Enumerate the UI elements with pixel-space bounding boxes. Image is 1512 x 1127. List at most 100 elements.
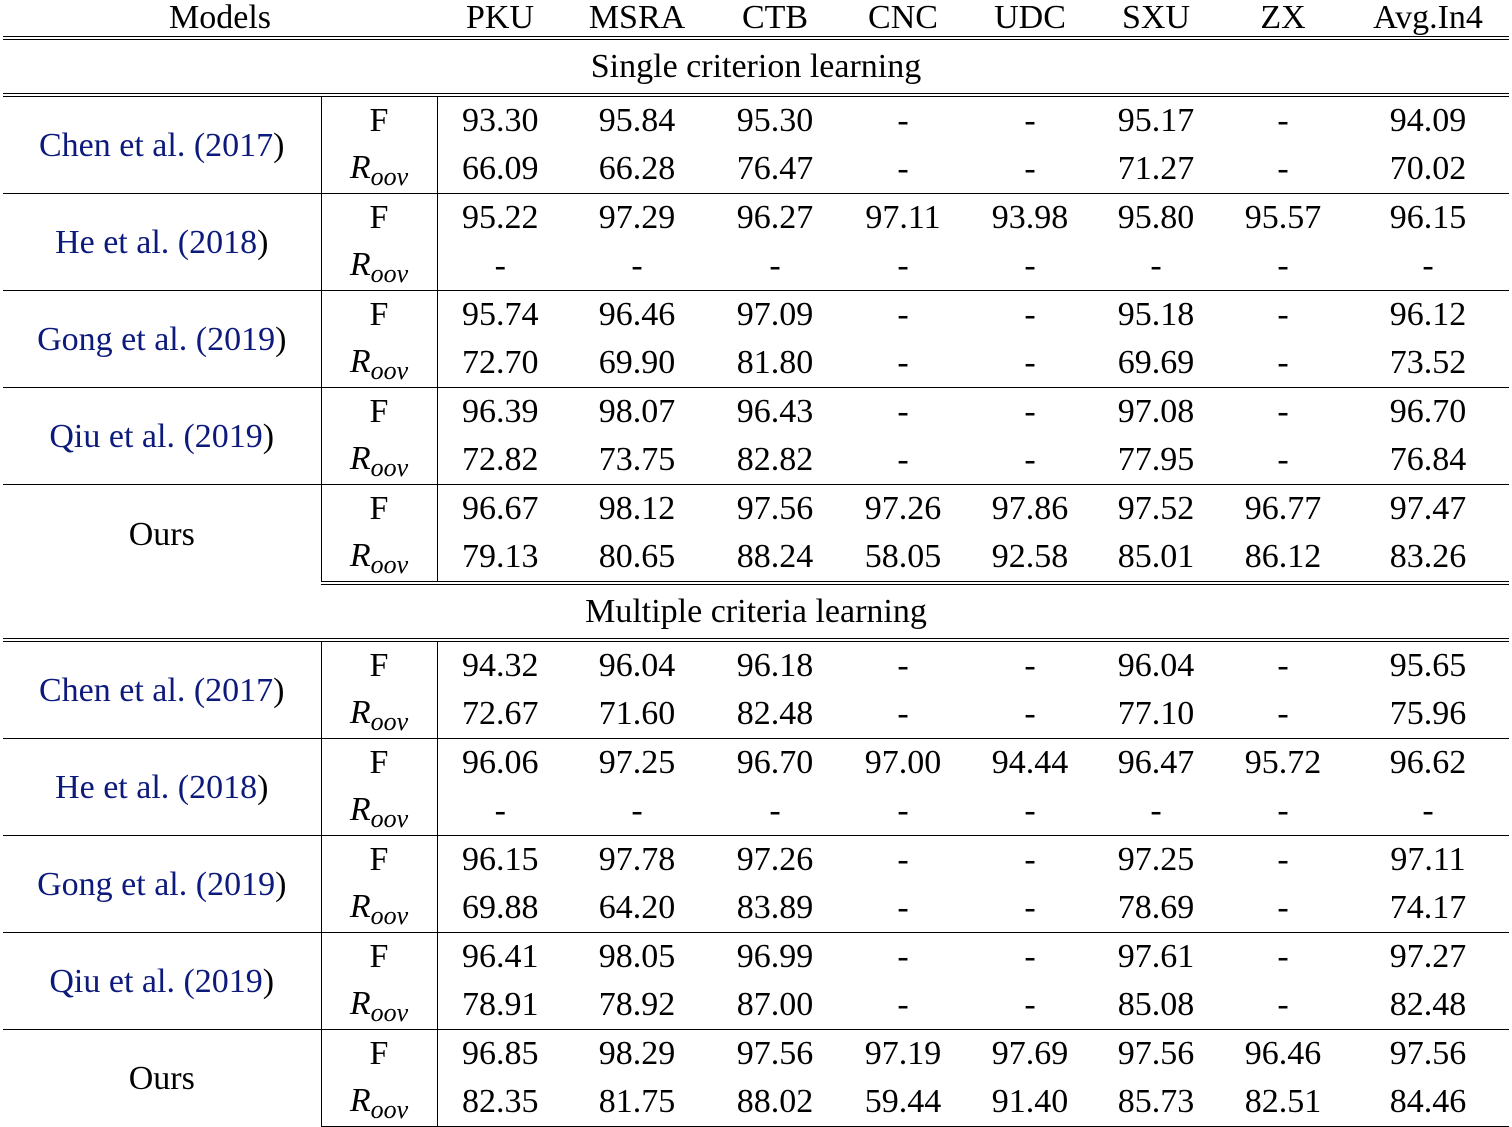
table-row: He et al. (2018) F 96.06 97.25 96.70 97.00 94.…	[3, 738, 1509, 836]
f-score-cell: -	[897, 102, 909, 139]
metric-r-subscript: oov	[370, 162, 409, 191]
f-score-cell: 94.09	[1389, 102, 1467, 139]
citation-year-link[interactable]: 2018	[189, 223, 258, 261]
f-score-cell: -	[1277, 647, 1289, 684]
table-row: Roov 72.70 69.90 81.80 - - 69.69 - 73.52	[3, 338, 1509, 388]
roov-score-cell: 76.47	[736, 150, 814, 187]
header-row: Models PKU MSRA CTB CNC UDC SXU ZX Avg.I…	[3, 0, 1509, 38]
citation-close-paren: )	[257, 768, 269, 806]
table-row: He et al. (2018) F 95.22 97.29 96.27 97.11 93.…	[3, 193, 1509, 291]
table-body: Models PKU MSRA CTB CNC UDC SXU ZX Avg.I…	[3, 0, 1509, 1127]
f-score-cell: 95.72	[1219, 738, 1347, 786]
citation-year-link[interactable]: 2018	[189, 768, 258, 806]
roov-score-cell: 76.84	[1389, 441, 1467, 478]
metric-r-symbol: R	[349, 1082, 371, 1119]
f-score-cell: 96.06	[437, 738, 563, 786]
f-score-cell: 96.77	[1219, 484, 1347, 532]
roov-score-cell: -	[1277, 695, 1289, 732]
model-name: Qiu et al. (2019)	[3, 387, 322, 485]
roov-score-cell: 82.82	[736, 441, 814, 478]
roov-score-cell: 69.90	[598, 344, 676, 381]
roov-score-cell: -	[1422, 247, 1434, 284]
roov-score-cell: -	[1024, 889, 1036, 926]
f-score-cell: 97.11	[839, 193, 967, 241]
citation-year-link[interactable]: 2017	[205, 671, 274, 709]
citation-year-link[interactable]: 2019	[194, 417, 263, 455]
roov-score-cell: 66.09	[462, 150, 539, 187]
f-score-cell: -	[839, 932, 967, 980]
f-score-cell: -	[1219, 290, 1347, 338]
f-score-cell: 96.12	[1347, 290, 1509, 338]
roov-score-cell: 91.40	[967, 1077, 1093, 1127]
f-score-cell: 98.29	[563, 1029, 711, 1077]
citation-link[interactable]: Qiu et al. (	[49, 962, 195, 1000]
roov-score-cell: -	[1277, 441, 1289, 478]
header-avg: Avg.In4	[1373, 0, 1483, 36]
metric-r-symbol: R	[349, 888, 371, 925]
f-score-cell: 96.99	[711, 932, 839, 980]
roov-score-cell: 72.67	[462, 695, 539, 732]
citation-year-link[interactable]: 2019	[207, 320, 276, 358]
citation-link[interactable]: Chen et al. (	[39, 671, 206, 709]
roov-score-cell: 74.17	[1389, 889, 1467, 926]
section-title: Single criterion learning	[3, 36, 1509, 97]
results-table: Models PKU MSRA CTB CNC UDC SXU ZX Avg.I…	[3, 0, 1509, 1127]
metric-f-label: F	[321, 95, 438, 144]
f-score-cell: 97.26	[839, 484, 967, 532]
f-score-cell: 97.27	[1347, 932, 1509, 980]
roov-score-cell: 73.52	[1389, 344, 1467, 381]
citation-link[interactable]: He et al. (	[55, 223, 190, 261]
model-name: Ours	[3, 484, 322, 583]
model-name: Ours	[3, 1029, 322, 1127]
f-score-cell: 93.30	[462, 102, 539, 139]
roov-score-cell: -	[897, 792, 909, 829]
citation-link[interactable]: Chen et al. (	[39, 126, 206, 164]
citation-year-link[interactable]: 2019	[194, 962, 263, 1000]
metric-r-symbol: R	[349, 537, 371, 574]
metric-r-subscript: oov	[370, 453, 409, 482]
f-score-cell: 96.47	[1093, 738, 1219, 786]
f-score-cell: 97.56	[711, 484, 839, 532]
table-row: Gong et al. (2019) F 95.74 96.46 97.09- -95.1…	[3, 290, 1509, 388]
citation-year-link[interactable]: 2017	[205, 126, 274, 164]
citation-year-link[interactable]: 2019	[207, 865, 276, 903]
roov-score-cell: 82.48	[736, 695, 814, 732]
f-score-cell: 96.39	[437, 387, 563, 435]
f-score-cell: 95.17	[1117, 102, 1195, 139]
roov-score-cell: 78.92	[598, 986, 676, 1023]
roov-score-cell: 64.20	[598, 889, 676, 926]
model-label: Ours	[128, 1059, 195, 1097]
table-row: Roov - - - - - - - -	[3, 786, 1509, 836]
roov-score-cell: 70.02	[1389, 150, 1467, 187]
f-score-cell: 96.27	[711, 193, 839, 241]
roov-score-cell: 85.73	[1093, 1077, 1219, 1127]
model-name: Qiu et al. (2019)	[3, 932, 322, 1030]
roov-score-cell: 66.28	[598, 150, 676, 187]
roov-score-cell: 88.02	[711, 1077, 839, 1127]
roov-score-cell: 71.27	[1117, 150, 1195, 187]
roov-score-cell: 72.82	[462, 441, 539, 478]
metric-f-label: F	[321, 193, 438, 241]
citation-link[interactable]: He et al. (	[55, 768, 190, 806]
roov-score-cell: 81.75	[563, 1077, 711, 1127]
f-score-cell: 95.65	[1389, 647, 1467, 684]
metric-roov-label: Roov	[321, 144, 438, 194]
metric-r-symbol: R	[349, 343, 371, 380]
f-score-cell: 97.61	[1093, 932, 1219, 980]
f-score-cell: 95.30	[736, 102, 814, 139]
metric-roov-label: Roov	[321, 689, 438, 739]
model-name: He et al. (2018)	[3, 738, 322, 836]
citation-link[interactable]: Gong et al. (	[37, 320, 208, 358]
citation-close-paren: )	[273, 671, 285, 709]
model-name: Chen et al. (2017)	[3, 640, 322, 739]
citation-link[interactable]: Qiu et al. (	[49, 417, 195, 455]
roov-score-cell: 77.95	[1117, 441, 1195, 478]
metric-f-label: F	[321, 932, 438, 980]
table-row: Ours F 96.85 98.29 97.56 97.19 97.69 97.56 96.46…	[3, 1029, 1509, 1127]
roov-score-cell: -	[1024, 247, 1036, 284]
f-score-cell: 97.08	[1093, 387, 1219, 435]
metric-r-subscript: oov	[370, 901, 409, 930]
metric-roov-label: Roov	[321, 338, 438, 388]
citation-link[interactable]: Gong et al. (	[37, 865, 208, 903]
roov-score-cell: 87.00	[736, 986, 814, 1023]
